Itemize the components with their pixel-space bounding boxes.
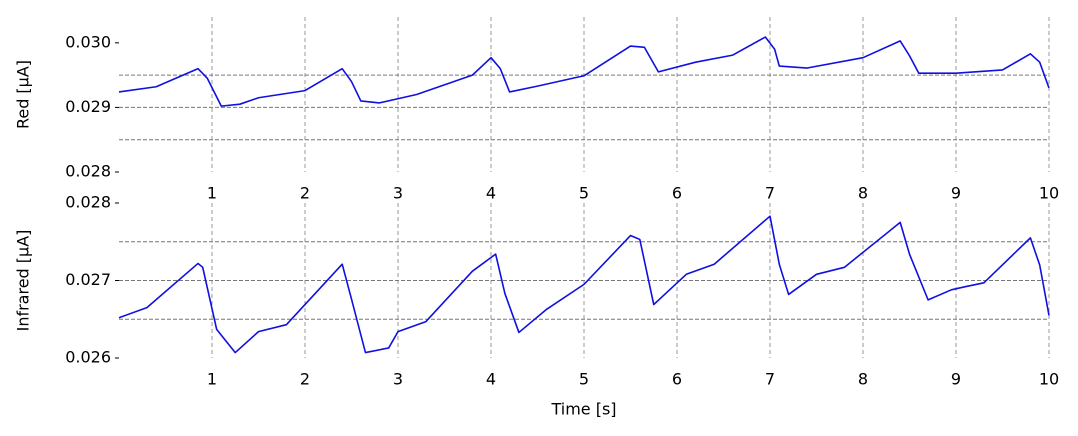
x-tick-label: 7 [765,370,775,389]
y-tick-label: 0.029 [65,97,111,116]
x-tick-label: 4 [486,184,496,203]
y-axis-label: Red [μA] [14,60,33,129]
y-axis-label: Infrared [μA] [14,230,33,332]
x-tick-label: 6 [672,370,682,389]
x-axis-label: Time [s] [550,400,616,419]
x-tick-label: 7 [765,184,775,203]
x-tick-label: 1 [207,184,217,203]
x-tick-label: 5 [579,370,589,389]
x-tick-label: 3 [393,370,403,389]
x-tick-label: 8 [858,184,868,203]
x-tick-label: 9 [951,370,961,389]
data-line [118,215,1050,354]
x-tick-label: 2 [300,370,310,389]
data-line [118,36,1050,107]
y-tick-label: 0.026 [65,348,111,367]
x-tick-label: 3 [393,184,403,203]
x-tick-label: 2 [300,184,310,203]
x-tick-label: 4 [486,370,496,389]
x-tick-label: 1 [207,370,217,389]
y-tick-label: 0.028 [65,193,111,212]
x-tick-label: 10 [1039,184,1059,203]
y-tick-label: 0.027 [65,270,111,289]
x-tick-label: 9 [951,184,961,203]
x-tick-label: 6 [672,184,682,203]
x-tick-label: 5 [579,184,589,203]
x-tick-label: 8 [858,370,868,389]
y-tick-label: 0.030 [65,32,111,51]
y-tick-label: 0.028 [65,162,111,181]
x-tick-label: 10 [1039,370,1059,389]
